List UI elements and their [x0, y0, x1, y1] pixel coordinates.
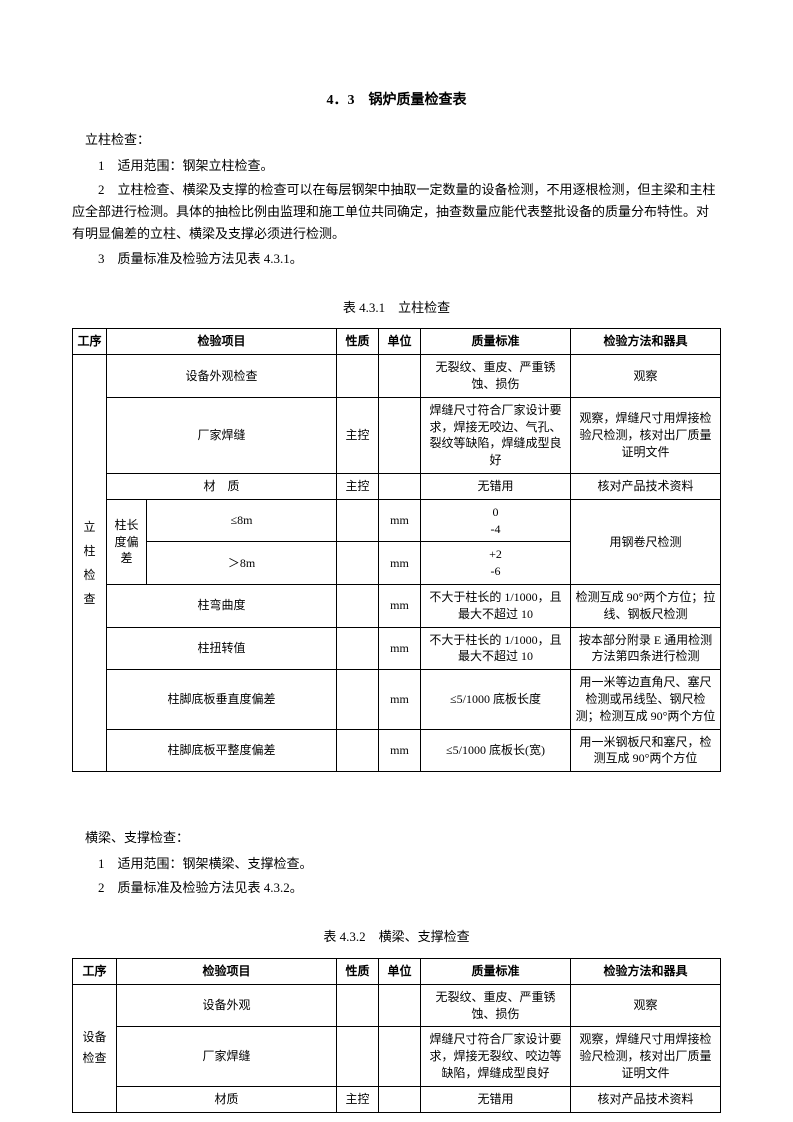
- cell-item: 设备外观: [117, 984, 337, 1027]
- table2: 工序 检验项目 性质 单位 质量标准 检验方法和器具 设备检查 设备外观 无裂纹…: [72, 958, 721, 1113]
- cell-unit: [379, 474, 421, 500]
- cell-method: 观察: [571, 355, 721, 398]
- cell-nature: 主控: [337, 474, 379, 500]
- table-row: 设备检查 设备外观 无裂纹、重皮、严重锈蚀、损伤 观察: [73, 984, 721, 1027]
- proc-label: 设备检查: [73, 984, 117, 1112]
- section2-p1: 1 适用范围：钢架横梁、支撑检查。: [72, 853, 721, 875]
- cell-std: 焊缝尺寸符合厂家设计要求，焊接无咬边、气孔、裂纹等缺陷，焊缝成型良好: [421, 397, 571, 473]
- table2-caption: 表 4.3.2 横梁、支撑检查: [72, 927, 721, 948]
- table-row: 柱扭转值 mm 不大于柱长的 1/1000，且最大不超过 10 按本部分附录 E…: [73, 627, 721, 670]
- cell-nature: [337, 627, 379, 670]
- cell-method: 用钢卷尺检测: [571, 499, 721, 584]
- cell-nature: [337, 542, 379, 585]
- cell-nature: [337, 1027, 379, 1086]
- table-row: 材 质 主控 无错用 核对产品技术资料: [73, 474, 721, 500]
- cell-item: 柱脚底板平整度偏差: [107, 729, 337, 772]
- section2-p2: 2 质量标准及检验方法见表 4.3.2。: [72, 877, 721, 899]
- cell-item: 材质: [117, 1086, 337, 1112]
- cell-method: 观察: [571, 984, 721, 1027]
- th-nature: 性质: [337, 329, 379, 355]
- cell-method: 用一米钢板尺和塞尺，检测互成 90°两个方位: [571, 729, 721, 772]
- cell-item: 柱扭转值: [107, 627, 337, 670]
- table-row: 厂家焊缝 焊缝尺寸符合厂家设计要求，焊接无裂纹、咬边等缺陷，焊缝成型良好 观察，…: [73, 1027, 721, 1086]
- cell-nature: 主控: [337, 1086, 379, 1112]
- cell-unit: mm: [379, 729, 421, 772]
- cell-sub: ≤8m: [147, 499, 337, 542]
- table-row: 柱长度偏差 ≤8m mm 0-4 用钢卷尺检测: [73, 499, 721, 542]
- cell-nature: [337, 729, 379, 772]
- table-row: 柱脚底板平整度偏差 mm ≤5/1000 底板长(宽) 用一米钢板尺和塞尺，检测…: [73, 729, 721, 772]
- th-item: 检验项目: [107, 329, 337, 355]
- cell-item: 设备外观检查: [107, 355, 337, 398]
- table-row: 立柱检查 设备外观检查 无裂纹、重皮、严重锈蚀、损伤 观察: [73, 355, 721, 398]
- cell-std: 无错用: [421, 1086, 571, 1112]
- cell-method: 核对产品技术资料: [571, 474, 721, 500]
- cell-nature: [337, 984, 379, 1027]
- proc-label: 立柱检查: [73, 355, 107, 772]
- cell-unit: mm: [379, 670, 421, 729]
- th-item: 检验项目: [117, 958, 337, 984]
- cell-method: 观察，焊缝尺寸用焊接检验尺检测，核对出厂质量证明文件: [571, 397, 721, 473]
- th-std: 质量标准: [421, 329, 571, 355]
- page-title: 4．3 锅炉质量检查表: [72, 90, 721, 112]
- table-row: 柱弯曲度 mm 不大于柱长的 1/1000，且最大不超过 10 检测互成 90°…: [73, 585, 721, 628]
- cell-group: 柱长度偏差: [107, 499, 147, 584]
- cell-std: 0-4: [421, 499, 571, 542]
- section1-heading: 立柱检查：: [72, 130, 721, 151]
- section1-p1: 1 适用范围：钢架立柱检查。: [72, 155, 721, 177]
- cell-unit: [379, 984, 421, 1027]
- cell-item: 柱脚底板垂直度偏差: [107, 670, 337, 729]
- cell-nature: [337, 499, 379, 542]
- table-row: 材质 主控 无错用 核对产品技术资料: [73, 1086, 721, 1112]
- cell-std: ≤5/1000 底板长度: [421, 670, 571, 729]
- th-nature: 性质: [337, 958, 379, 984]
- cell-nature: 主控: [337, 397, 379, 473]
- th-method: 检验方法和器具: [571, 329, 721, 355]
- cell-unit: mm: [379, 585, 421, 628]
- table2-header-row: 工序 检验项目 性质 单位 质量标准 检验方法和器具: [73, 958, 721, 984]
- table1-caption: 表 4.3.1 立柱检查: [72, 298, 721, 319]
- cell-std: 无错用: [421, 474, 571, 500]
- cell-nature: [337, 670, 379, 729]
- cell-std: 不大于柱长的 1/1000，且最大不超过 10: [421, 627, 571, 670]
- th-unit: 单位: [379, 329, 421, 355]
- cell-item: 厂家焊缝: [117, 1027, 337, 1086]
- table-row: 厂家焊缝 主控 焊缝尺寸符合厂家设计要求，焊接无咬边、气孔、裂纹等缺陷，焊缝成型…: [73, 397, 721, 473]
- th-unit: 单位: [379, 958, 421, 984]
- section1-p2: 2 立柱检查、横梁及支撑的检查可以在每层钢架中抽取一定数量的设备检测，不用逐根检…: [72, 179, 721, 245]
- th-proc: 工序: [73, 329, 107, 355]
- section1-p3: 3 质量标准及检验方法见表 4.3.1。: [72, 248, 721, 270]
- cell-nature: [337, 355, 379, 398]
- cell-unit: mm: [379, 499, 421, 542]
- th-method: 检验方法和器具: [571, 958, 721, 984]
- cell-unit: mm: [379, 542, 421, 585]
- cell-method: 核对产品技术资料: [571, 1086, 721, 1112]
- cell-item: 柱弯曲度: [107, 585, 337, 628]
- cell-std: ≤5/1000 底板长(宽): [421, 729, 571, 772]
- cell-std: 无裂纹、重皮、严重锈蚀、损伤: [421, 355, 571, 398]
- cell-method: 观察，焊缝尺寸用焊接检验尺检测，核对出厂质量证明文件: [571, 1027, 721, 1086]
- cell-std: 不大于柱长的 1/1000，且最大不超过 10: [421, 585, 571, 628]
- cell-std: 无裂纹、重皮、严重锈蚀、损伤: [421, 984, 571, 1027]
- table1: 工序 检验项目 性质 单位 质量标准 检验方法和器具 立柱检查 设备外观检查 无…: [72, 328, 721, 772]
- section2-heading: 横梁、支撑检查：: [72, 828, 721, 849]
- cell-std: +2-6: [421, 542, 571, 585]
- table-row: 柱脚底板垂直度偏差 mm ≤5/1000 底板长度 用一米等边直角尺、塞尺检测或…: [73, 670, 721, 729]
- cell-method: 检测互成 90°两个方位；拉线、钢板尺检测: [571, 585, 721, 628]
- th-std: 质量标准: [421, 958, 571, 984]
- cell-unit: [379, 355, 421, 398]
- th-proc: 工序: [73, 958, 117, 984]
- cell-sub: ＞8m: [147, 542, 337, 585]
- cell-unit: [379, 1027, 421, 1086]
- cell-std: 焊缝尺寸符合厂家设计要求，焊接无裂纹、咬边等缺陷，焊缝成型良好: [421, 1027, 571, 1086]
- cell-method: 按本部分附录 E 通用检测方法第四条进行检测: [571, 627, 721, 670]
- cell-unit: [379, 1086, 421, 1112]
- table1-header-row: 工序 检验项目 性质 单位 质量标准 检验方法和器具: [73, 329, 721, 355]
- cell-nature: [337, 585, 379, 628]
- cell-unit: mm: [379, 627, 421, 670]
- cell-unit: [379, 397, 421, 473]
- cell-method: 用一米等边直角尺、塞尺检测或吊线坠、钢尺检测；检测互成 90°两个方位: [571, 670, 721, 729]
- cell-item: 厂家焊缝: [107, 397, 337, 473]
- cell-item: 材 质: [107, 474, 337, 500]
